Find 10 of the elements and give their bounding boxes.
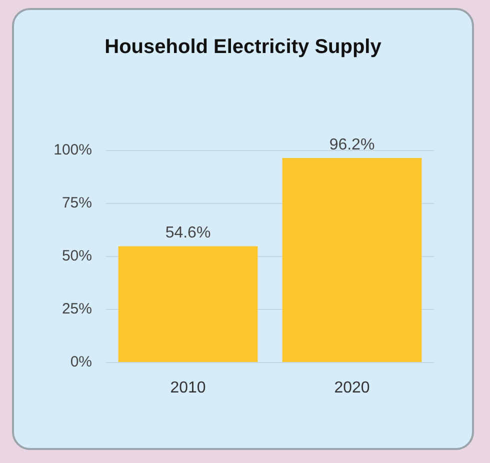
- data-label: 96.2%: [329, 136, 375, 154]
- y-tick-label: 75%: [62, 194, 92, 212]
- y-tick-label: 50%: [62, 248, 92, 264]
- data-label: 54.6%: [165, 224, 211, 242]
- y-tick-label: 0%: [70, 354, 92, 370]
- x-tick-label: 2020: [334, 380, 370, 396]
- y-tick-label: 100%: [54, 142, 92, 158]
- chart-title: Household Electricity Supply: [104, 36, 382, 58]
- y-tick-label: 25%: [62, 300, 92, 318]
- x-tick-label: 2010: [170, 380, 206, 396]
